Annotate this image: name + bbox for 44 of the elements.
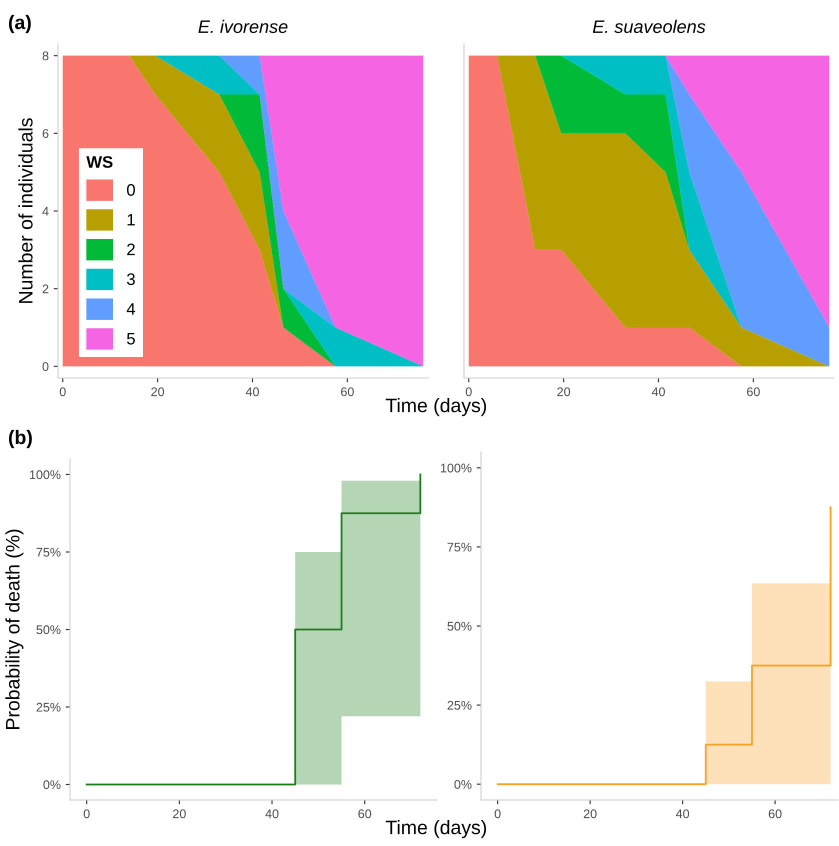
x-tick-label: 20 — [584, 809, 597, 818]
x-tick-label: 20 — [557, 387, 570, 396]
legend-label: 3 — [126, 273, 135, 286]
legend-label: 5 — [127, 332, 135, 345]
legend-label: 0 — [126, 184, 135, 196]
y-tick-label: 100% — [440, 464, 472, 472]
legend-label: 1 — [128, 214, 135, 226]
y-tick-label: 6 — [42, 129, 48, 138]
x-tick-label: 40 — [246, 387, 259, 396]
y-tick-label: 50% — [36, 625, 61, 634]
x-tick-label: 40 — [652, 387, 665, 396]
x-tick-label: 40 — [676, 809, 690, 818]
y-tick-label: 8 — [42, 51, 48, 60]
x-tick-label: 20 — [151, 387, 164, 396]
y-tick-label: 4 — [42, 206, 49, 216]
x-tick-label: 40 — [265, 809, 278, 818]
x-tick-label: 0 — [84, 809, 90, 818]
y-tick-label: 2 — [42, 284, 48, 294]
y-tick-label: 50% — [447, 622, 472, 631]
x-tick-label: 60 — [341, 387, 354, 396]
y-tick-label: 0% — [454, 780, 472, 789]
legend-label: 2 — [127, 244, 135, 256]
y-tick-label: 100% — [30, 470, 61, 480]
text: (b) — [8, 430, 32, 448]
y-tick-label: 75% — [36, 548, 61, 557]
y-axis-title: Number of individuals — [18, 118, 33, 303]
chart-title: E. suaveolens — [592, 20, 706, 34]
x-tick-label: 0 — [494, 809, 501, 818]
y-tick-label: 0 — [42, 362, 48, 371]
x-tick-label: 20 — [173, 809, 186, 818]
text: (a) — [8, 14, 31, 34]
y-tick-label: 75% — [448, 542, 472, 552]
y-tick-label: 0% — [43, 780, 61, 790]
legend-title: WS — [86, 156, 113, 168]
x-tick-label: 60 — [768, 809, 782, 818]
y-axis-title: Probability of death (%) — [5, 530, 24, 729]
x-axis-title: Time (days) — [386, 820, 486, 838]
chart-title: E. ivorense — [198, 20, 288, 34]
y-tick-label: 25% — [36, 702, 61, 712]
legend-label: 4 — [126, 303, 136, 315]
x-tick-label: 60 — [747, 387, 760, 396]
x-tick-label: 60 — [358, 809, 372, 818]
y-tick-label: 25% — [448, 700, 472, 710]
x-axis-title: Time (days) — [386, 398, 486, 416]
